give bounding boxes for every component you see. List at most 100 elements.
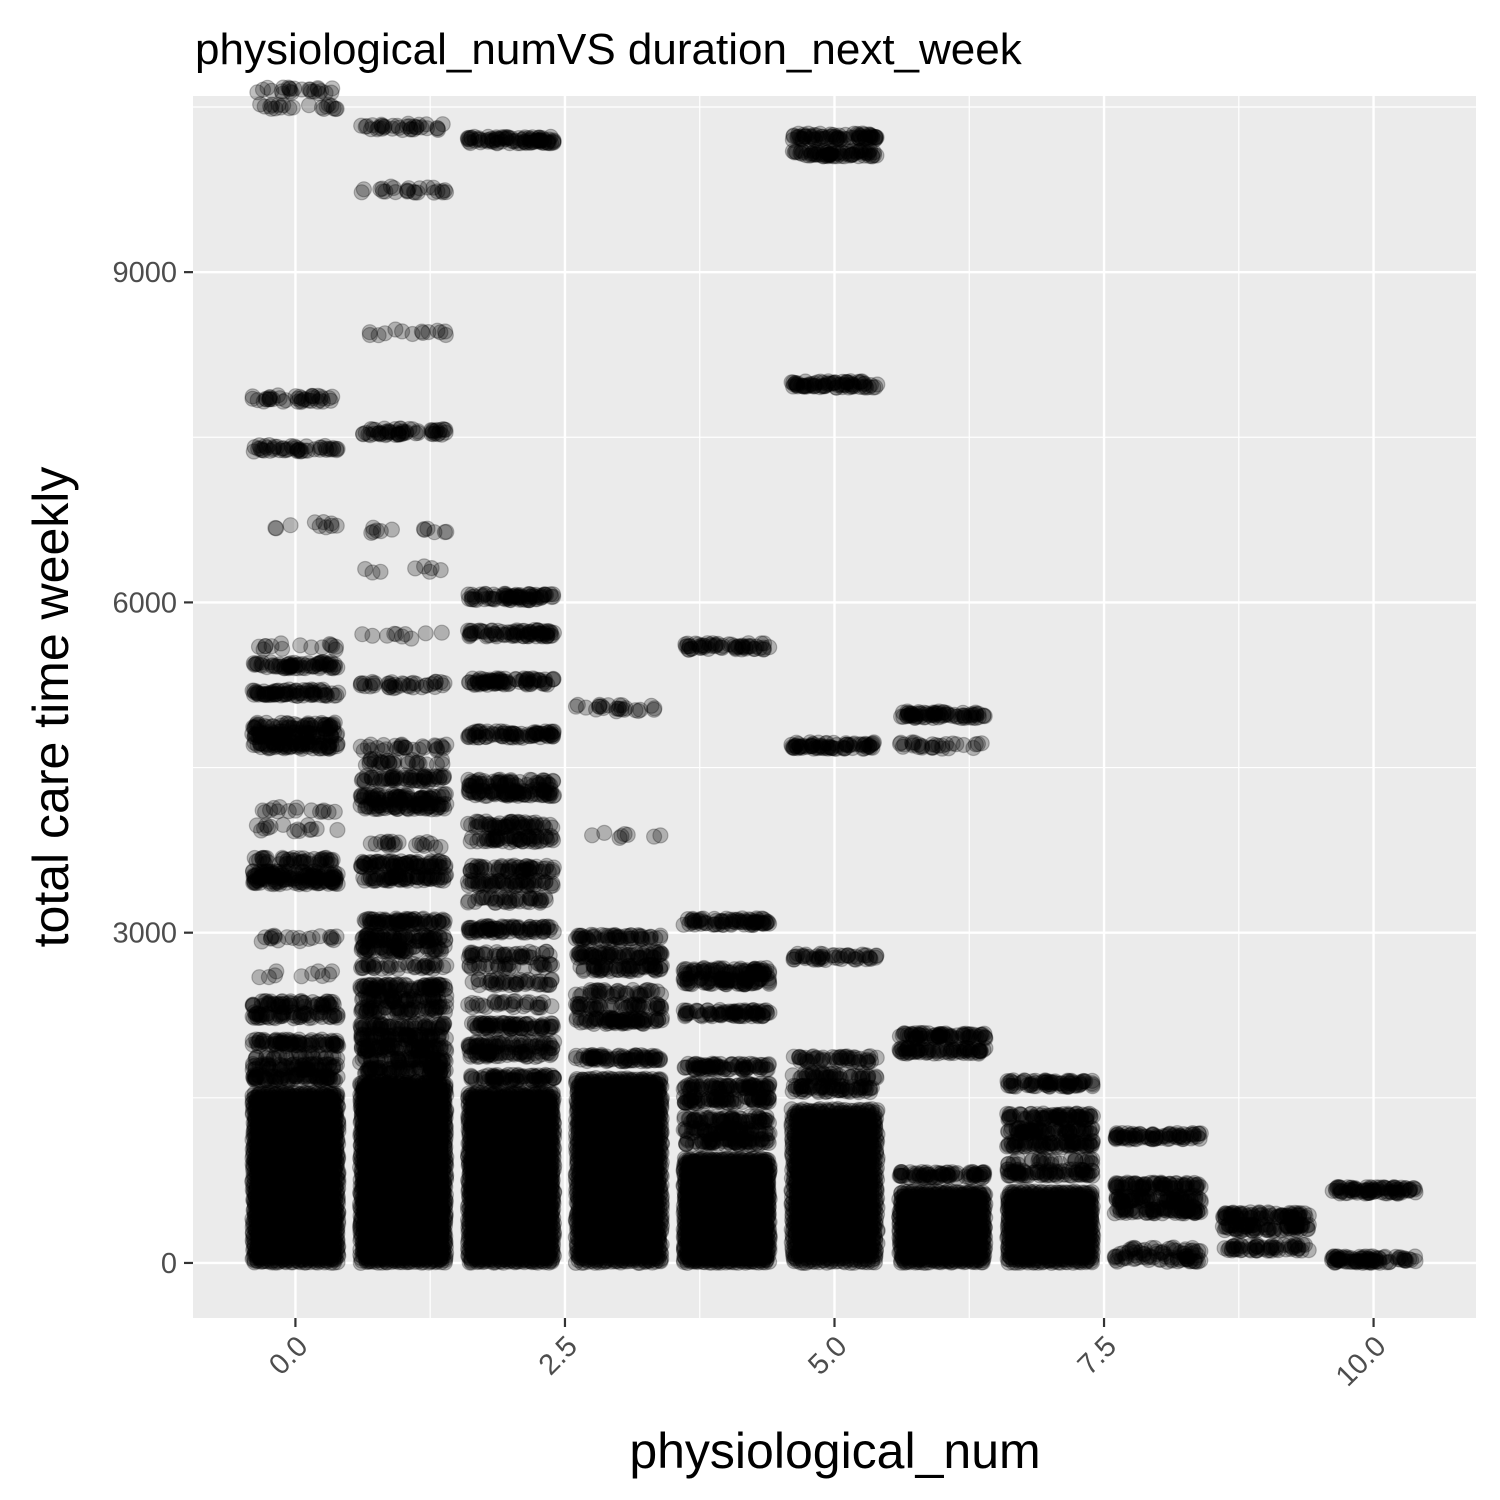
data-point [262,1247,279,1264]
data-point [290,929,308,947]
data-point [274,640,291,658]
data-point [296,717,313,734]
data-point [255,1246,272,1263]
data-point [316,1254,333,1271]
data-point [327,1251,344,1268]
data-point [310,1250,328,1267]
data-point [258,1250,275,1267]
data-point [264,686,281,703]
data-point [275,79,292,96]
data-point [254,1249,271,1266]
data-point [322,852,339,870]
data-point [275,1251,292,1268]
data-point [273,1252,290,1269]
data-point [260,1248,277,1265]
major-gridlines [193,96,1476,1318]
data-point [266,967,284,984]
data-point [254,1253,271,1270]
data-point [330,684,347,701]
data-point [268,1252,285,1269]
data-point [316,686,334,704]
data-point [271,1253,288,1270]
data-point [319,1253,336,1270]
data-point [321,966,338,983]
data-point [246,1246,263,1264]
data-point [321,1248,339,1266]
data-point [255,849,272,867]
data-point [329,1254,346,1271]
data-point [315,100,332,118]
data-point [281,994,298,1012]
data-point [314,803,331,820]
data-point [307,1253,324,1271]
data-point [264,1248,281,1265]
data-point [258,995,275,1013]
data-point [282,517,299,534]
data-point [325,1251,342,1269]
data-point [246,1252,263,1269]
data-point [290,1253,307,1270]
data-point [269,1254,286,1271]
data-point [292,1251,309,1268]
data-point [264,1246,281,1263]
data-point [311,1251,328,1268]
data-point [281,99,298,117]
data-point [282,1250,299,1267]
data-point [250,716,267,733]
data-point [295,1250,312,1268]
data-point [244,1250,261,1268]
data-point [324,80,341,97]
data-point [270,932,287,949]
data-point [306,1249,323,1266]
data-point [255,1252,272,1270]
data-point [256,438,274,455]
data-point [282,1247,299,1265]
data-point [258,1252,275,1270]
data-point [325,1254,342,1271]
data-point [329,821,346,839]
data-point [270,1249,287,1266]
data-point [307,1248,324,1265]
data-point [299,1250,316,1267]
data-point [300,1251,317,1269]
data-point [254,1249,272,1267]
data-point [300,1251,317,1269]
data-point [287,657,304,674]
data-point [284,1254,302,1271]
data-point [268,520,285,537]
data-point [321,720,339,737]
data-point [246,1254,263,1271]
data-point [301,1250,318,1267]
data-point [308,1250,325,1267]
data-point [292,1254,309,1271]
data-point [275,440,292,457]
data-point [280,802,297,820]
data-point [303,821,320,838]
data-point [317,1252,334,1269]
data-point [249,1249,266,1267]
data-point [303,1035,320,1052]
data-point [251,1249,268,1266]
data-point [278,1250,295,1267]
data-point [292,854,309,871]
data-point [322,1254,339,1271]
data-point [286,1250,303,1267]
data-point [297,442,314,459]
data-point [265,1252,282,1269]
chart-title: physiological_numVS duration_next_week [195,25,1023,74]
data-point [288,1248,305,1265]
data-point [279,1036,296,1053]
data-point [309,1251,327,1269]
data-point [323,515,340,532]
data-point [275,1251,292,1268]
data-point [325,1250,342,1267]
data-point [293,393,310,411]
data-point [275,1247,292,1265]
data-point [289,1252,306,1269]
data-point [284,1248,301,1265]
data-point [270,1248,287,1266]
data-point [327,1249,344,1266]
data-point [319,1248,336,1266]
data-point [276,1253,294,1270]
data-point [328,1037,345,1054]
